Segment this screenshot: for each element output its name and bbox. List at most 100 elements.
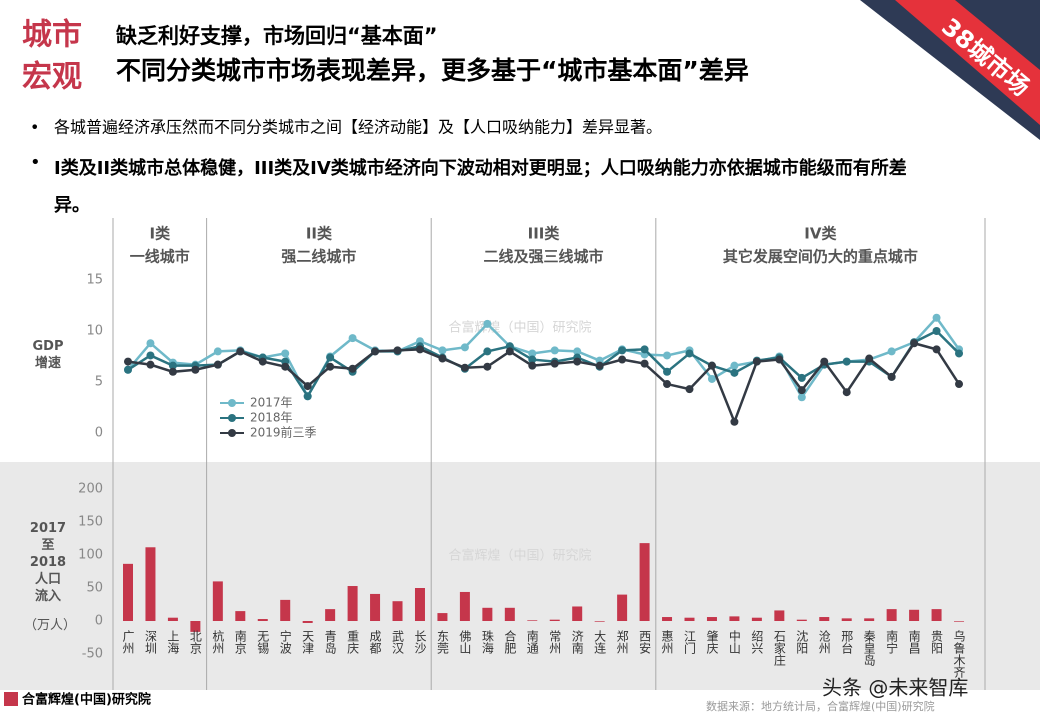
corner-band <box>895 0 1040 125</box>
point <box>550 359 559 368</box>
bar <box>482 607 493 621</box>
x-tick-label: 南宁 <box>884 630 899 654</box>
watermark: 合富辉煌（中国）研究院 <box>448 320 591 336</box>
point <box>797 393 806 402</box>
bar <box>280 599 291 621</box>
x-tick-label: 邢台 <box>839 630 854 654</box>
point <box>932 345 941 354</box>
x-tick-label: 广州 <box>121 630 135 654</box>
bar <box>684 617 695 621</box>
point <box>618 355 627 364</box>
point <box>797 386 806 395</box>
point <box>505 347 514 356</box>
bar <box>639 543 650 621</box>
point <box>213 360 222 369</box>
y-tick-label: 5 <box>95 375 103 390</box>
bar <box>572 606 583 621</box>
legend-dot <box>228 414 236 422</box>
bar <box>751 617 762 621</box>
x-tick-label: 成都 <box>368 630 383 654</box>
group-label: 强二线城市 <box>281 248 356 266</box>
x-tick-label: 中山 <box>727 630 742 654</box>
bar <box>886 609 897 621</box>
point <box>191 365 200 374</box>
point <box>415 345 424 354</box>
point <box>887 372 896 381</box>
bar <box>123 563 133 621</box>
group-label: 其它发展空间仍大的重点城市 <box>723 248 918 266</box>
group-label: 一线城市 <box>130 248 190 266</box>
x-tick-label: 珠海 <box>480 630 495 654</box>
bar <box>392 601 403 621</box>
point <box>371 347 380 356</box>
x-tick-label: 宁波 <box>278 630 293 654</box>
x-tick-label: 西安 <box>637 630 652 654</box>
point <box>168 367 177 376</box>
subheadline: 不同分类城市市场表现差异，更多基于“城市基本面”差异 <box>116 56 749 85</box>
point <box>460 343 469 352</box>
x-tick-label: 绍兴 <box>749 630 764 654</box>
point <box>865 354 874 363</box>
point <box>393 346 402 355</box>
x-tick-label: 沈阳 <box>794 630 809 654</box>
x-tick-label: 南昌 <box>907 630 922 654</box>
point <box>640 345 649 354</box>
x-tick-label: 郑州 <box>615 630 630 654</box>
legend-label: 2017年 <box>250 396 293 410</box>
bullet-dot: • <box>30 118 39 137</box>
bar <box>864 618 875 621</box>
x-tick-label: 重庆 <box>345 630 360 654</box>
bar <box>931 609 942 621</box>
point <box>595 361 604 370</box>
point <box>483 319 492 328</box>
bar <box>167 617 178 621</box>
source: 数据来源：地方统计局，合富辉煌(中国)研究院 <box>706 699 935 713</box>
x-tick-label: 惠州 <box>660 630 675 654</box>
point <box>213 347 222 356</box>
bar <box>796 619 807 621</box>
bar <box>437 613 448 621</box>
point <box>932 313 941 322</box>
point <box>483 362 492 371</box>
point <box>730 417 739 426</box>
x-tick-label: 上海 <box>165 630 180 654</box>
y-tick-label: -50 <box>82 647 103 662</box>
point <box>124 365 132 374</box>
point <box>955 380 964 389</box>
point <box>168 361 177 370</box>
x-tick-label: 大连 <box>592 630 607 654</box>
tag-bottom: 宏观 <box>22 60 82 95</box>
logo-mark <box>4 692 18 706</box>
legend-dot <box>228 429 236 437</box>
bar <box>729 616 740 621</box>
bar <box>145 547 156 621</box>
bar <box>954 621 965 622</box>
point <box>348 364 357 373</box>
y-unit: （万人） <box>23 618 76 633</box>
x-tick-label: 杭州 <box>210 630 225 654</box>
x-tick-label: 武汉 <box>390 630 405 654</box>
point <box>685 349 694 358</box>
x-tick-label: 秦皇岛 <box>862 630 877 666</box>
point <box>685 385 694 394</box>
point <box>528 361 537 370</box>
group-label: 二线及强三线城市 <box>484 248 604 266</box>
bar <box>414 588 425 621</box>
x-tick-label: 肇庆 <box>704 630 719 654</box>
y-tick-label: 0 <box>95 426 103 441</box>
x-tick-label: 常州 <box>547 630 562 654</box>
bar <box>909 609 920 621</box>
point <box>146 339 155 348</box>
x-tick-label: 乌鲁木齐 <box>952 630 967 678</box>
tag-top: 城市 <box>22 18 82 53</box>
point <box>550 346 559 355</box>
lower-panel <box>0 462 1040 690</box>
bullet: I类及II类城市总体稳健，III类及IV类城市经济向下波动相对更明显；人口吸纳能… <box>54 158 907 216</box>
point <box>281 349 290 358</box>
point <box>955 349 964 358</box>
point <box>573 347 582 356</box>
logo-text: 合富辉煌(中国)研究院 <box>22 692 151 708</box>
point <box>932 327 941 335</box>
bar <box>527 620 538 621</box>
